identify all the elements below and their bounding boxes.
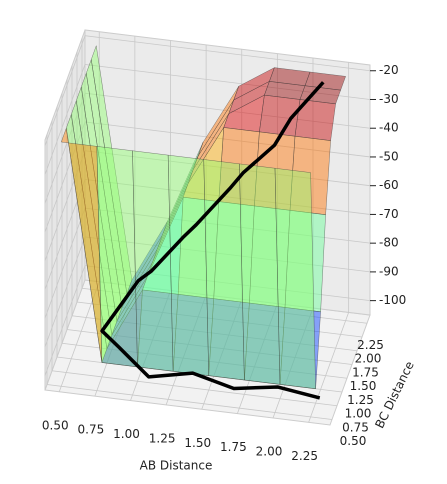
x-tick-label: 1.25 xyxy=(149,431,176,445)
grid-line xyxy=(46,134,333,420)
axes-panes xyxy=(44,29,371,426)
x-tick-label: 2.00 xyxy=(256,445,283,459)
y-tick-label: 1.25 xyxy=(347,393,374,407)
z-tick-label: -70 xyxy=(379,207,399,221)
y-tick-label: 1.75 xyxy=(352,365,379,379)
grid-line xyxy=(44,178,371,290)
x-axis-label: AB Distance xyxy=(140,459,213,473)
y-axis-label: BC Distance xyxy=(372,359,416,430)
z-tick-label: -30 xyxy=(379,92,399,106)
y-tick-label: 0.50 xyxy=(340,434,367,448)
y-tick-label: 2.00 xyxy=(355,352,382,366)
z-tick-label: -50 xyxy=(379,149,399,163)
z-tick-label: -60 xyxy=(379,178,399,192)
z-tick-label: -40 xyxy=(379,121,399,135)
x-tick-label: 1.50 xyxy=(184,436,211,450)
grid-line xyxy=(236,53,278,414)
y-tick-label: 1.00 xyxy=(345,407,372,421)
z-tick-label: -100 xyxy=(379,293,406,307)
grid-line xyxy=(201,49,243,410)
surface-patch xyxy=(132,150,174,372)
z-tick-label: -80 xyxy=(379,236,399,250)
grid-line xyxy=(76,52,363,338)
z-tick-label: -90 xyxy=(379,264,399,278)
grid-line xyxy=(71,65,358,352)
grid-line xyxy=(66,79,353,365)
grid-line xyxy=(58,31,100,392)
trajectory xyxy=(100,81,325,400)
surface-patch xyxy=(167,154,210,376)
grid-line xyxy=(130,40,171,401)
grid-line xyxy=(44,207,371,319)
grid-line xyxy=(44,35,371,146)
grid-line xyxy=(308,62,350,423)
grid-line xyxy=(81,38,368,324)
x-tick-label: 1.00 xyxy=(113,427,140,441)
y-tick-label: 0.75 xyxy=(342,420,369,434)
x-tick-label: 0.75 xyxy=(78,423,105,437)
surface-patch xyxy=(239,163,281,385)
x-tick-label: 0.50 xyxy=(42,418,69,432)
grid-line xyxy=(44,236,371,348)
grid-line xyxy=(44,92,371,204)
grid-line xyxy=(61,93,348,379)
x-tick-label: 2.25 xyxy=(291,449,318,463)
y-tick-label: 1.50 xyxy=(350,379,377,393)
z-tick-label: -20 xyxy=(379,63,399,77)
surface-patch xyxy=(274,167,316,390)
grid-line xyxy=(44,64,371,175)
y-tick-label: 2.25 xyxy=(357,338,384,352)
x-tick-label: 1.75 xyxy=(220,440,247,454)
grid-line xyxy=(165,44,207,406)
grid-line xyxy=(272,58,314,419)
grid-line xyxy=(44,265,371,376)
grid-line xyxy=(51,120,338,407)
